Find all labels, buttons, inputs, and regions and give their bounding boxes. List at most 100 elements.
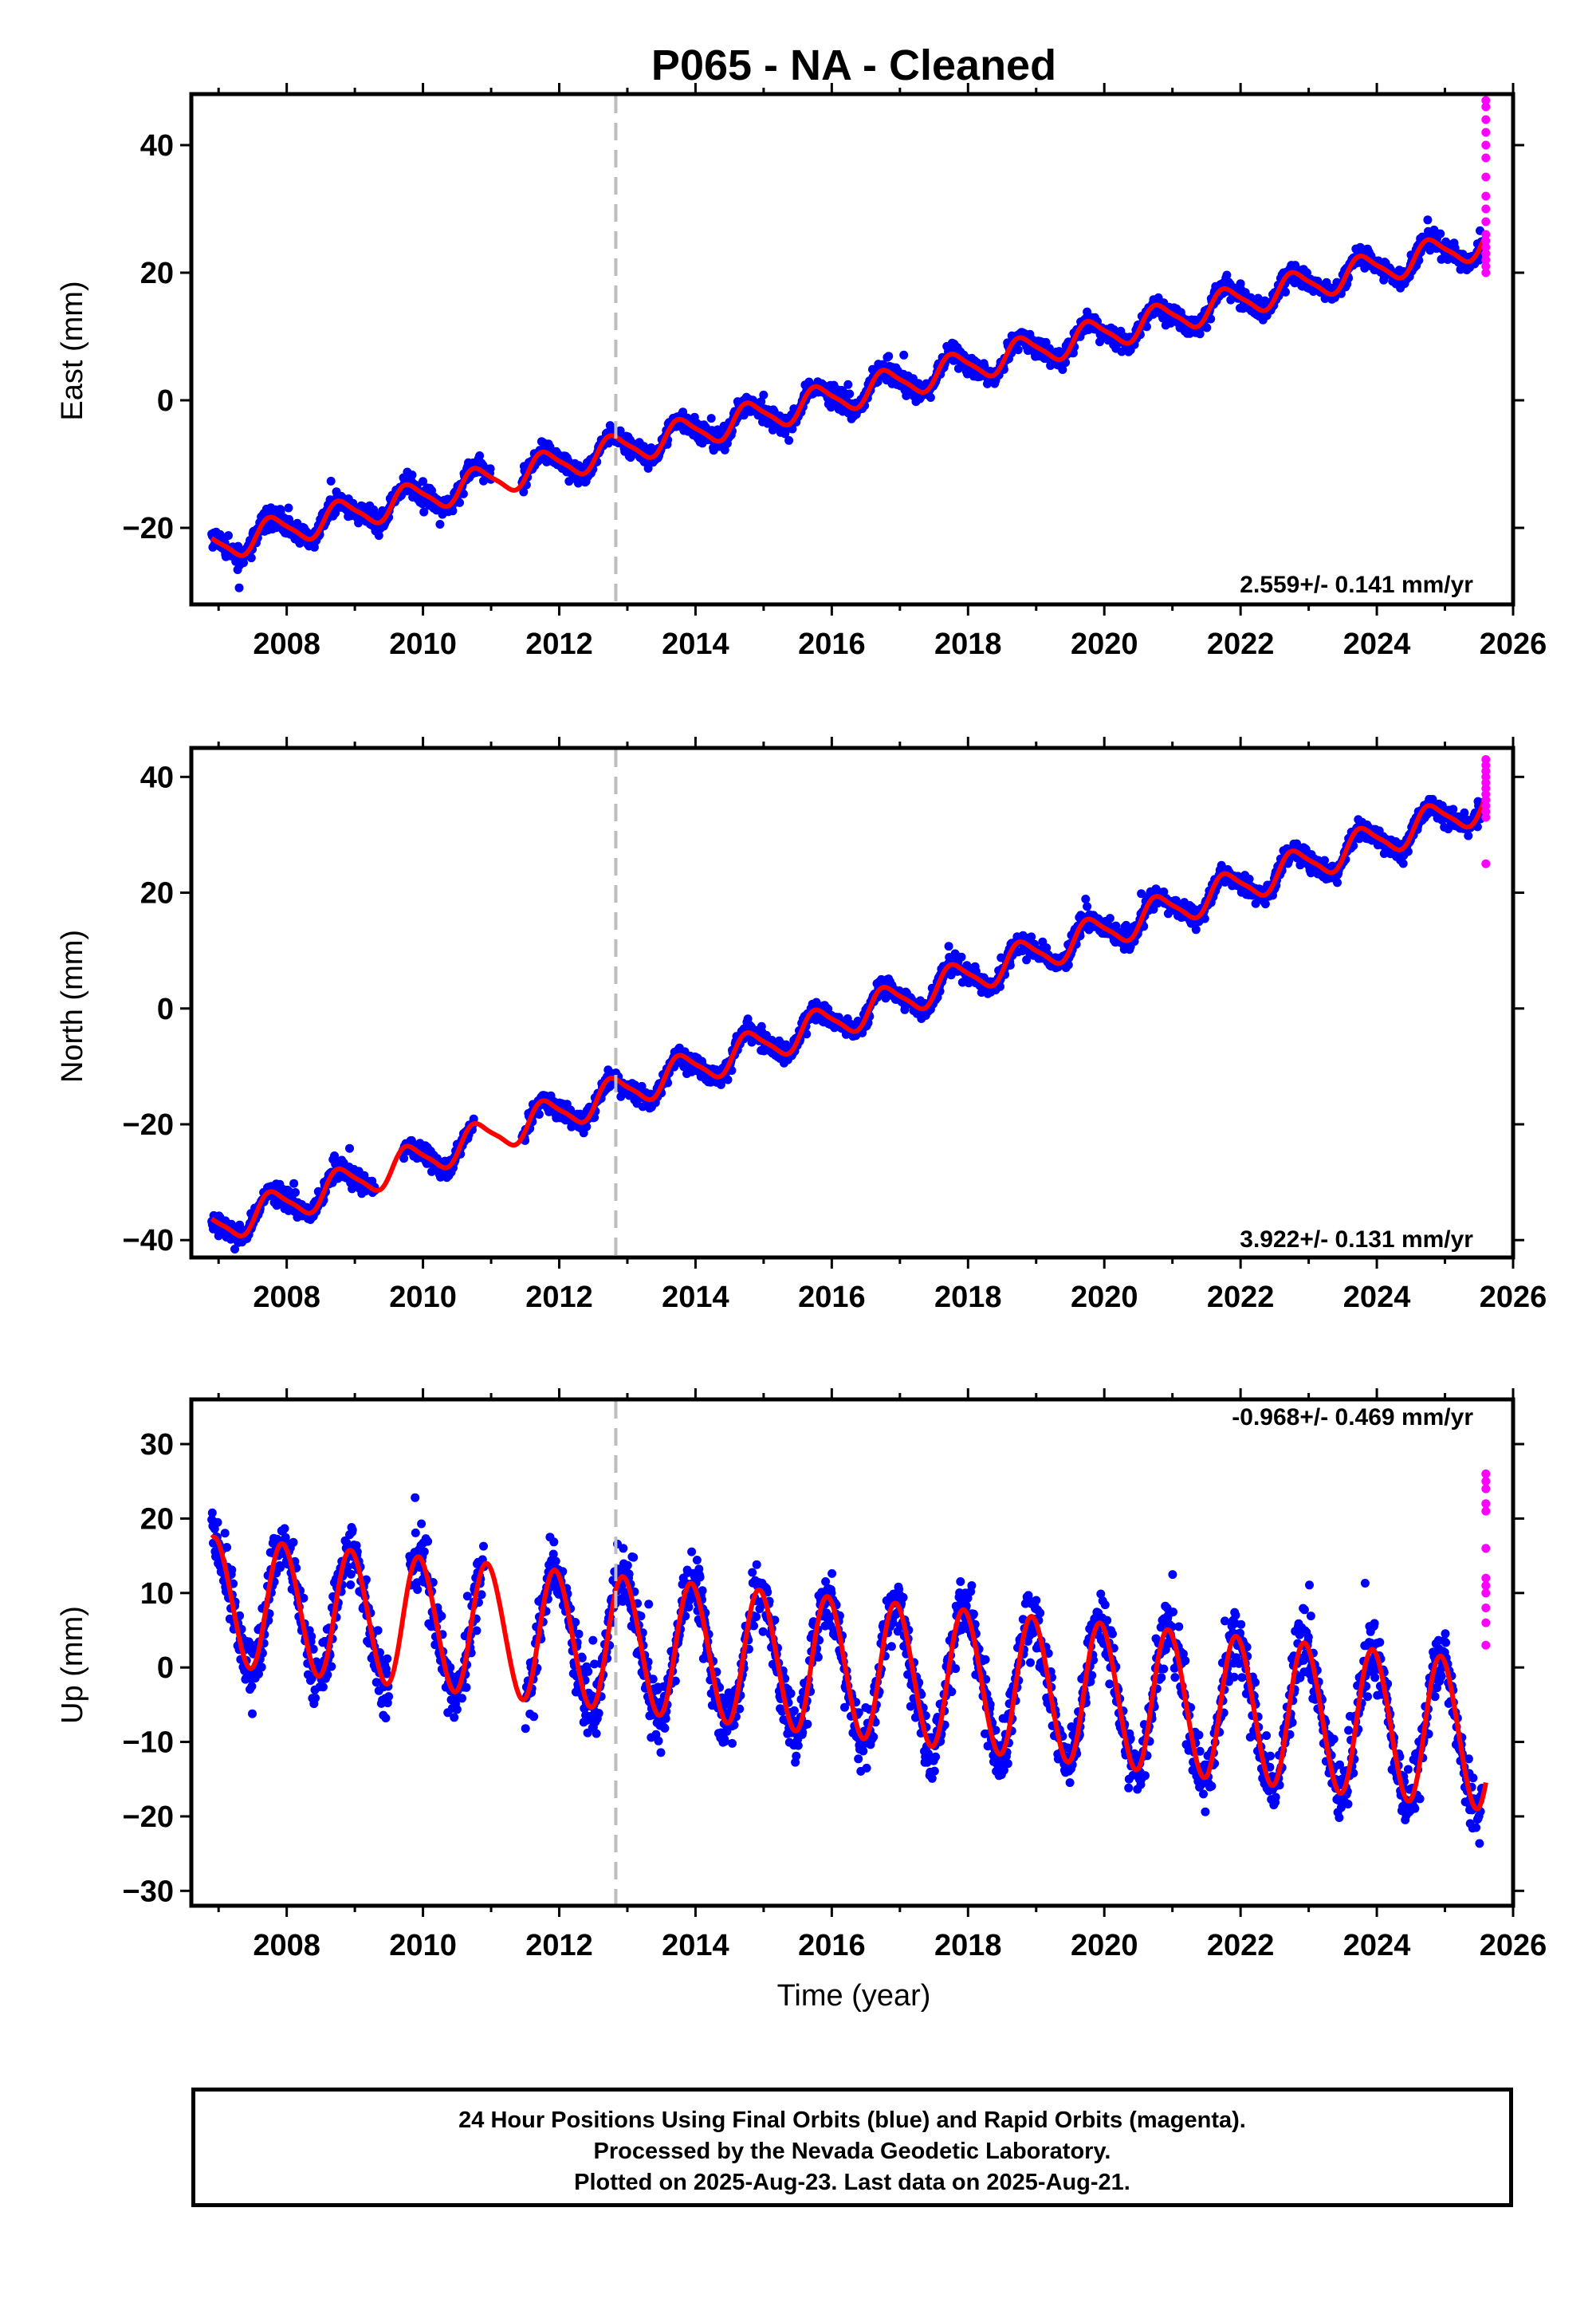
east-panel: East (mm) 2.559+/- 0.141 mm/yr 2008 2010 2… bbox=[56, 83, 1547, 661]
east-rapid-point bbox=[1481, 268, 1491, 277]
east-point bbox=[519, 487, 529, 497]
east-y-tick-label: 20 bbox=[140, 257, 174, 290]
east-point bbox=[419, 477, 427, 486]
east-point bbox=[369, 505, 379, 514]
east-point bbox=[1013, 345, 1023, 355]
east-point bbox=[458, 489, 468, 498]
east-point bbox=[326, 476, 336, 486]
north-point bbox=[1105, 914, 1114, 923]
east-x-tick-label: 2024 bbox=[1343, 628, 1411, 661]
east-point bbox=[455, 498, 464, 507]
east-rapid-point bbox=[1481, 249, 1491, 258]
east-point bbox=[435, 520, 445, 529]
north-point bbox=[345, 1143, 354, 1153]
east-plot-area bbox=[207, 96, 1491, 592]
east-point bbox=[759, 390, 769, 399]
east-rapid-point bbox=[1481, 242, 1491, 252]
east-y-tick-label: 0 bbox=[157, 384, 174, 418]
east-point bbox=[1202, 323, 1212, 333]
east-point bbox=[706, 414, 716, 423]
east-x-tick-label: 2012 bbox=[525, 628, 593, 661]
east-rapid-point bbox=[1481, 262, 1491, 271]
east-point bbox=[234, 583, 244, 592]
east-point bbox=[239, 558, 248, 568]
east-point bbox=[784, 435, 794, 445]
east-point bbox=[1058, 365, 1067, 374]
north-point bbox=[1398, 859, 1408, 868]
east-point bbox=[1142, 322, 1151, 332]
east-point bbox=[757, 397, 766, 407]
east-point bbox=[407, 470, 417, 480]
north-point bbox=[944, 942, 953, 951]
east-point bbox=[884, 352, 894, 361]
east-point bbox=[448, 506, 458, 516]
east-point bbox=[419, 507, 429, 517]
north-point bbox=[1083, 902, 1092, 911]
east-point bbox=[224, 531, 233, 541]
east-point bbox=[845, 389, 855, 399]
east-point bbox=[374, 531, 383, 541]
north-axis-label: North (mm) bbox=[56, 930, 89, 1083]
east-point bbox=[485, 464, 495, 474]
north-plot-area bbox=[207, 755, 1491, 1253]
east-frame bbox=[189, 92, 1515, 607]
east-rate-label: 2.559+/- 0.141 mm/yr bbox=[1240, 572, 1473, 598]
east-point bbox=[309, 542, 319, 552]
east-x-tick-label: 2016 bbox=[798, 628, 866, 661]
east-x-tick-label: 2010 bbox=[389, 628, 457, 661]
east-point bbox=[843, 380, 853, 389]
east-point bbox=[246, 553, 256, 563]
east-rapid-point bbox=[1481, 140, 1491, 150]
east-point bbox=[1195, 329, 1205, 339]
east-point bbox=[739, 411, 749, 420]
north-point bbox=[1320, 856, 1329, 865]
east-rapid-point bbox=[1481, 172, 1491, 182]
chart-title: P065 - NA - Cleaned bbox=[651, 41, 1056, 89]
east-point bbox=[1423, 215, 1433, 225]
east-rapid-point bbox=[1481, 96, 1491, 105]
north-point bbox=[399, 1154, 409, 1163]
east-point bbox=[615, 426, 625, 435]
east-x-tick-label: 2014 bbox=[662, 628, 729, 661]
east-point bbox=[1095, 337, 1104, 347]
east-point bbox=[1222, 270, 1232, 280]
east-rapid-point bbox=[1481, 128, 1491, 137]
north-point bbox=[1260, 899, 1270, 909]
east-point bbox=[788, 424, 797, 434]
east-x-tick-label: 2008 bbox=[253, 628, 320, 661]
east-rapid-point bbox=[1481, 236, 1491, 246]
east-model-line bbox=[210, 234, 1488, 558]
east-point bbox=[1206, 314, 1216, 324]
north-panel: North (mm) 3.922+/- 0.131 mm/yr 2008 2010… bbox=[56, 737, 1547, 1314]
east-point bbox=[643, 463, 653, 473]
east-point bbox=[475, 451, 485, 460]
north-point bbox=[289, 1179, 299, 1188]
east-point bbox=[1291, 261, 1300, 270]
north-point bbox=[230, 1245, 239, 1253]
east-point bbox=[1436, 229, 1445, 238]
east-x-tick-label: 2026 bbox=[1480, 628, 1547, 661]
north-point bbox=[1333, 878, 1342, 887]
east-rapid-orbit-points bbox=[1481, 96, 1491, 277]
east-x-tick-label: 2018 bbox=[934, 628, 1002, 661]
east-rapid-point bbox=[1481, 115, 1491, 124]
east-rapid-point bbox=[1481, 217, 1491, 226]
east-point bbox=[926, 393, 935, 402]
east-point bbox=[899, 350, 909, 360]
east-y-tick-label: 40 bbox=[140, 129, 174, 163]
east-y-tick-label: −20 bbox=[123, 512, 174, 545]
east-rapid-point bbox=[1481, 230, 1491, 239]
east-point bbox=[284, 503, 293, 513]
east-rapid-point bbox=[1481, 204, 1491, 214]
east-point bbox=[354, 518, 364, 528]
north-final-orbit-points bbox=[207, 794, 1487, 1253]
east-x-tick-label: 2020 bbox=[1071, 628, 1138, 661]
north-point bbox=[1081, 895, 1091, 903]
north-point bbox=[957, 952, 966, 962]
north-point bbox=[291, 1188, 300, 1197]
north-point bbox=[1191, 925, 1201, 935]
east-rapid-point bbox=[1481, 102, 1491, 112]
east-axis-label: East (mm) bbox=[56, 281, 89, 420]
east-point bbox=[1281, 287, 1290, 297]
